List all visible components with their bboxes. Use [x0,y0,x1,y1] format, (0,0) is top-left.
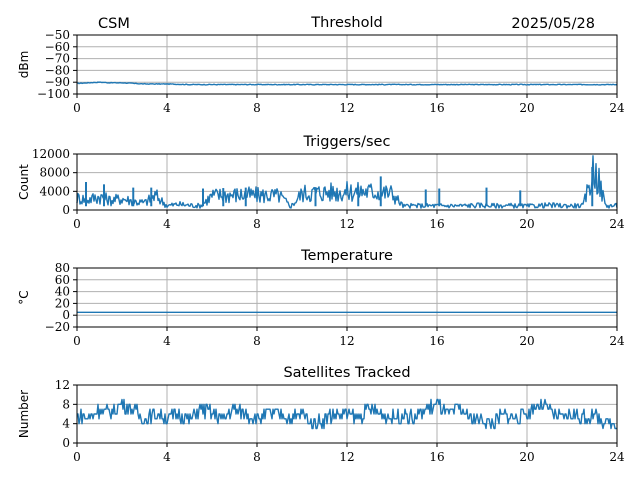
header-left-label: CSM [98,16,130,32]
panel-title: Satellites Tracked [283,365,410,381]
x-tick-label: 8 [253,217,261,231]
y-tick-label: −100 [37,87,70,101]
x-tick-label: 12 [339,334,354,348]
x-tick-label: 0 [73,101,81,115]
y-axis-label: °C [17,290,31,304]
y-axis-label: Count [17,164,31,200]
y-tick-label: 0 [62,308,70,322]
plot-frame [76,267,618,328]
y-tick-label: −90 [45,75,70,89]
header-date: 2025/05/28 [511,16,595,32]
panel-title: Threshold [310,15,382,31]
x-tick-label: 12 [339,217,354,231]
y-tick-label: 4 [62,417,70,431]
x-tick-label: 0 [73,450,81,464]
x-tick-label: 4 [163,217,171,231]
x-tick-label: 20 [519,450,534,464]
x-tick-label: 24 [609,101,625,115]
x-tick-label: 20 [519,334,534,348]
y-tick-label: −70 [45,52,70,66]
panel-triggers: Triggers/sec Count 0 4 8 12 16 20 24 12000 8000 400… [17,134,625,231]
y-axis-label: dBm [17,51,31,79]
x-tick-label: 24 [609,334,625,348]
y-tick-label: −60 [45,40,70,54]
x-tick-label: 0 [73,217,81,231]
y-tick-label: 80 [55,261,70,275]
y-tick-label: 12000 [32,147,70,161]
series-line-triggers [76,155,618,209]
x-tick-label: 12 [339,450,354,464]
y-tick-label: 8 [62,397,70,411]
y-tick-label: 0 [62,436,70,450]
y-tick-label: 0 [62,203,70,217]
plot-frame [76,384,618,444]
panel-satellites: Satellites Tracked Number 0 4 8 12 16 20 24 12 8 4 0 [17,365,625,464]
y-tick-label: 40 [55,285,70,299]
x-tick-label: 4 [163,450,171,464]
y-tick-label: −80 [45,63,70,77]
y-tick-label: 8000 [39,166,70,180]
plot-frame [76,34,618,95]
y-tick-label: −20 [45,320,70,334]
series-line-threshold [76,81,618,86]
x-tick-label: 4 [163,334,171,348]
x-tick-label: 20 [519,217,534,231]
y-tick-label: 60 [55,273,70,287]
panel-title: Temperature [300,248,393,264]
x-tick-label: 16 [429,450,444,464]
y-tick-label: 20 [55,296,70,310]
x-tick-label: 12 [339,101,354,115]
x-tick-label: 24 [609,450,625,464]
plot-frame [76,153,618,211]
y-tick-label: 12 [55,378,70,392]
x-tick-label: 20 [519,101,534,115]
series-line-satellites [77,398,617,430]
x-tick-label: 16 [429,101,444,115]
panel-title: Triggers/sec [303,134,391,150]
y-tick-label: −50 [45,28,70,42]
x-tick-label: 16 [429,217,444,231]
y-axis-label: Number [17,390,31,438]
x-tick-label: 24 [609,217,625,231]
x-tick-label: 8 [253,101,261,115]
y-tick-label: 4000 [39,184,70,198]
x-tick-label: 8 [253,450,261,464]
x-tick-label: 4 [163,101,171,115]
x-tick-label: 16 [429,334,444,348]
x-tick-label: 8 [253,334,261,348]
x-tick-label: 0 [73,334,81,348]
panel-threshold: Threshold dBm 0 4 8 12 16 20 24 −50−60−70−80−90−1… [17,15,625,115]
